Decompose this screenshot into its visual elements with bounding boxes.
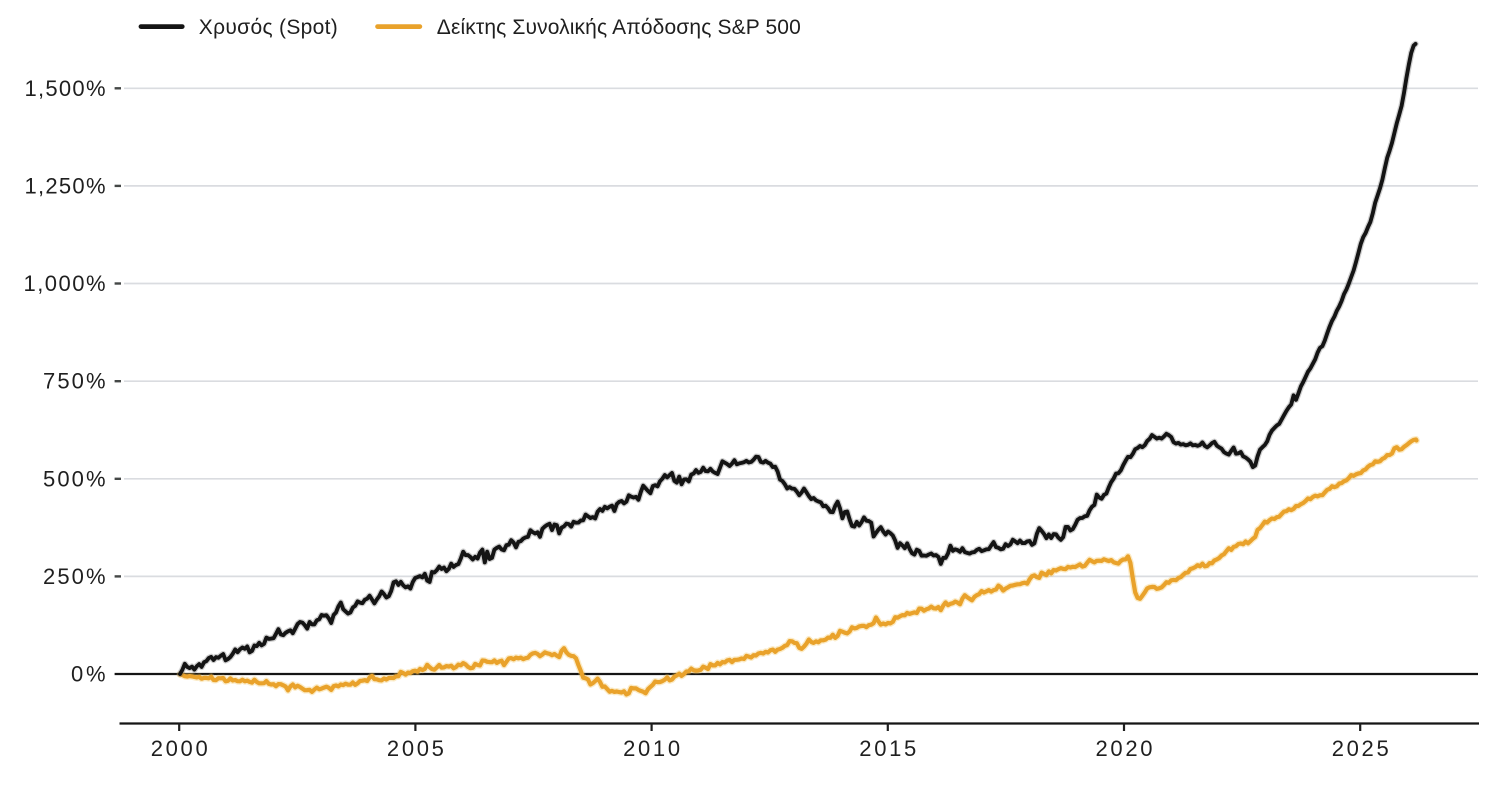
svg-text:1,250%: 1,250% <box>25 173 106 198</box>
svg-text:Χρυσός (Spot): Χρυσός (Spot) <box>199 16 338 39</box>
svg-text:500%: 500% <box>43 466 106 491</box>
svg-text:0%: 0% <box>71 662 106 687</box>
svg-text:750%: 750% <box>43 369 106 394</box>
svg-text:1,500%: 1,500% <box>25 76 106 101</box>
svg-text:250%: 250% <box>43 564 106 589</box>
svg-text:Δείκτης Συνολικής Απόδοσης S&P: Δείκτης Συνολικής Απόδοσης S&P 500 <box>437 16 801 39</box>
svg-text:1,000%: 1,000% <box>24 271 106 296</box>
